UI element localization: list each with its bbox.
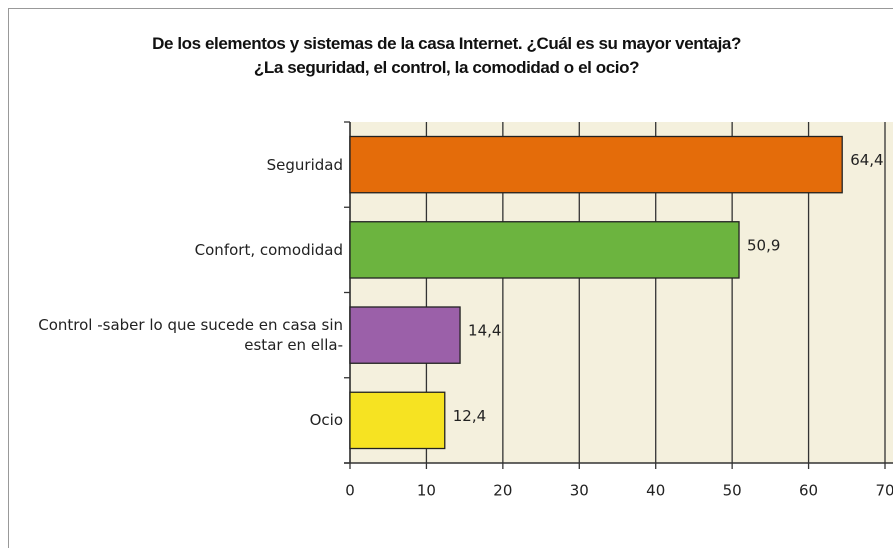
bar: [349, 391, 446, 450]
bar: [349, 221, 740, 279]
bar: [349, 306, 461, 364]
chart-title: ¿La seguridad, el control, la comodidad …: [253, 58, 640, 77]
x-tick-label: 20: [493, 482, 512, 500]
x-tick-label: 10: [417, 482, 436, 500]
y-tick-label: Confort, comodidad: [194, 240, 343, 259]
x-tick-label: 50: [723, 482, 742, 500]
x-tick-label: 30: [570, 482, 589, 500]
chart-title: De los elementos y sistemas de la casa I…: [152, 34, 741, 53]
x-tick-label: 60: [799, 482, 818, 500]
value-label: 50,9: [747, 236, 780, 254]
value-label: 64,4: [850, 151, 883, 169]
x-tick-label: 70: [875, 482, 893, 500]
y-tick-label: Control -saber lo que sucede en casa sin…: [38, 316, 343, 355]
x-tick-label: 0: [345, 482, 355, 500]
y-tick-label: Seguridad: [266, 155, 343, 174]
x-tick-label: 40: [646, 482, 665, 500]
bar: [349, 135, 843, 194]
value-label: 12,4: [453, 407, 486, 425]
frame: [8, 8, 893, 548]
y-tick-label: Ocio: [309, 411, 343, 430]
value-label: 14,4: [468, 322, 501, 340]
